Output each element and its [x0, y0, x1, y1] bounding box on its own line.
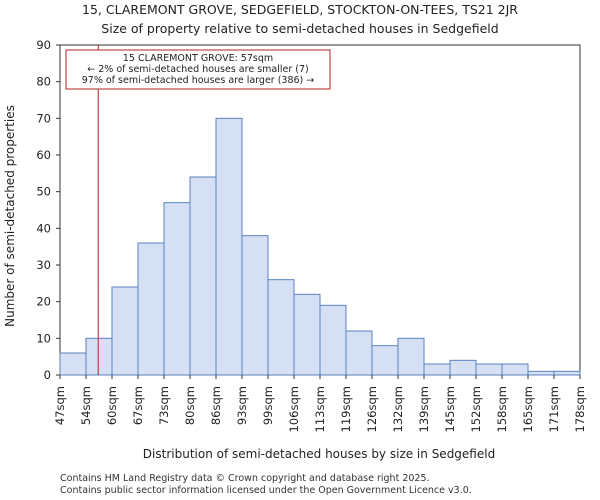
plot-area: 0 10 20 30 40 50 60 70 80 90 47sqm 54sqm 60sqm 67sqm 7… [36, 38, 587, 432]
histogram-bar [137, 242, 165, 376]
x-tick-label: 80sqm [183, 386, 197, 425]
x-tick-label: 47sqm [53, 386, 67, 425]
annotation-line: ← 2% of semi-detached houses are smaller… [87, 64, 308, 75]
histogram-bar [85, 337, 113, 376]
histogram-bar [371, 345, 399, 376]
x-tick-label: 54sqm [79, 386, 93, 425]
x-tick-label: 178sqm [573, 386, 587, 432]
histogram-bar [345, 330, 373, 376]
x-tick-label: 67sqm [131, 386, 145, 425]
y-axis-label: Number of semi-detached properties [3, 105, 17, 327]
y-tick-label: 0 [44, 368, 51, 382]
x-tick-label: 152sqm [469, 386, 483, 432]
x-tick-label: 73sqm [157, 386, 171, 425]
x-tick-label: 99sqm [261, 386, 275, 425]
y-tick-label: 40 [36, 221, 51, 235]
y-tick-label: 70 [36, 111, 51, 125]
histogram-bar [293, 293, 321, 376]
x-tick-label: 145sqm [443, 386, 457, 432]
histogram-bar [111, 286, 139, 376]
x-tick-label: 106sqm [287, 386, 301, 432]
x-tick-label: 165sqm [521, 386, 535, 432]
histogram-bar [267, 279, 295, 376]
x-tick-label: 60sqm [105, 386, 119, 425]
histogram-bar [319, 304, 347, 376]
histogram-bar [215, 117, 243, 376]
x-tick-label: 132sqm [391, 386, 405, 432]
histogram-bar [423, 363, 451, 376]
x-tick-label: 119sqm [339, 386, 353, 432]
histogram-bar [397, 337, 425, 376]
x-tick-label: 139sqm [417, 386, 431, 432]
histogram-bar [501, 363, 529, 376]
histogram-bar [475, 363, 503, 376]
y-tick-label: 80 [36, 75, 51, 89]
y-tick-label: 50 [36, 185, 51, 199]
y-tick-label: 30 [36, 258, 51, 272]
histogram-bar [59, 352, 87, 376]
histogram-bar [163, 202, 191, 376]
chart-title: 15, CLAREMONT GROVE, SEDGEFIELD, STOCKTO… [82, 2, 518, 17]
y-tick-label: 90 [36, 38, 51, 52]
annotation-line: 97% of semi-detached houses are larger (… [82, 75, 315, 86]
y-tick-label: 10 [36, 331, 51, 345]
x-tick-label: 158sqm [495, 386, 509, 432]
histogram-bar [553, 370, 581, 376]
footer-licence: Contains public sector information licen… [60, 485, 472, 496]
annotation-line: 15 CLAREMONT GROVE: 57sqm [123, 53, 273, 64]
x-tick-label: 86sqm [209, 386, 223, 425]
x-axis-label: Distribution of semi-detached houses by … [143, 447, 495, 461]
footer-copyright: Contains HM Land Registry data © Crown c… [60, 473, 430, 484]
histogram-bar [527, 370, 555, 376]
y-tick-label: 20 [36, 295, 51, 309]
histogram-chart: 15, CLAREMONT GROVE, SEDGEFIELD, STOCKTO… [3, 2, 587, 461]
histogram-bar [241, 235, 269, 376]
chart-subtitle: Size of property relative to semi-detach… [101, 21, 498, 36]
histogram-bar [189, 176, 217, 376]
x-tick-label: 93sqm [235, 386, 249, 425]
y-tick-label: 60 [36, 148, 51, 162]
x-tick-label: 171sqm [547, 386, 561, 432]
x-tick-label: 113sqm [313, 386, 327, 432]
histogram-bar [449, 359, 477, 376]
annotation-box [65, 49, 331, 90]
x-tick-label: 126sqm [365, 386, 379, 432]
